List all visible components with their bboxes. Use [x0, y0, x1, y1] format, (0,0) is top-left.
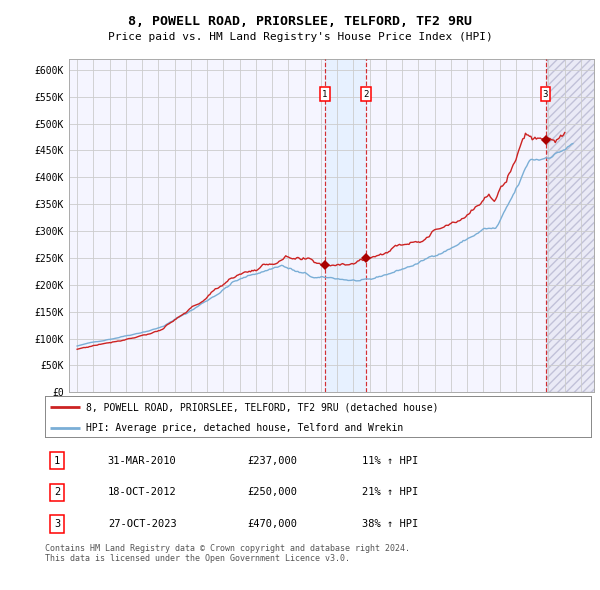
Text: HPI: Average price, detached house, Telford and Wrekin: HPI: Average price, detached house, Telf…: [86, 423, 403, 433]
Text: 8, POWELL ROAD, PRIORSLEE, TELFORD, TF2 9RU (detached house): 8, POWELL ROAD, PRIORSLEE, TELFORD, TF2 …: [86, 402, 439, 412]
Text: 3: 3: [54, 519, 60, 529]
Text: 38% ↑ HPI: 38% ↑ HPI: [362, 519, 418, 529]
Text: 8, POWELL ROAD, PRIORSLEE, TELFORD, TF2 9RU: 8, POWELL ROAD, PRIORSLEE, TELFORD, TF2 …: [128, 15, 472, 28]
Text: 31-MAR-2010: 31-MAR-2010: [108, 455, 176, 466]
Text: 18-OCT-2012: 18-OCT-2012: [108, 487, 176, 497]
Text: 3: 3: [543, 90, 548, 99]
Text: Price paid vs. HM Land Registry's House Price Index (HPI): Price paid vs. HM Land Registry's House …: [107, 32, 493, 42]
Text: 1: 1: [54, 455, 60, 466]
Text: £470,000: £470,000: [247, 519, 297, 529]
Text: 1: 1: [322, 90, 328, 99]
Text: 2: 2: [364, 90, 369, 99]
Text: 2: 2: [54, 487, 60, 497]
Text: 11% ↑ HPI: 11% ↑ HPI: [362, 455, 418, 466]
Bar: [547, 59, 600, 392]
Text: 21% ↑ HPI: 21% ↑ HPI: [362, 487, 418, 497]
Text: £250,000: £250,000: [247, 487, 297, 497]
Text: 27-OCT-2023: 27-OCT-2023: [108, 519, 176, 529]
Text: Contains HM Land Registry data © Crown copyright and database right 2024.
This d: Contains HM Land Registry data © Crown c…: [45, 544, 410, 563]
Bar: [325, 59, 367, 392]
Text: £237,000: £237,000: [247, 455, 297, 466]
